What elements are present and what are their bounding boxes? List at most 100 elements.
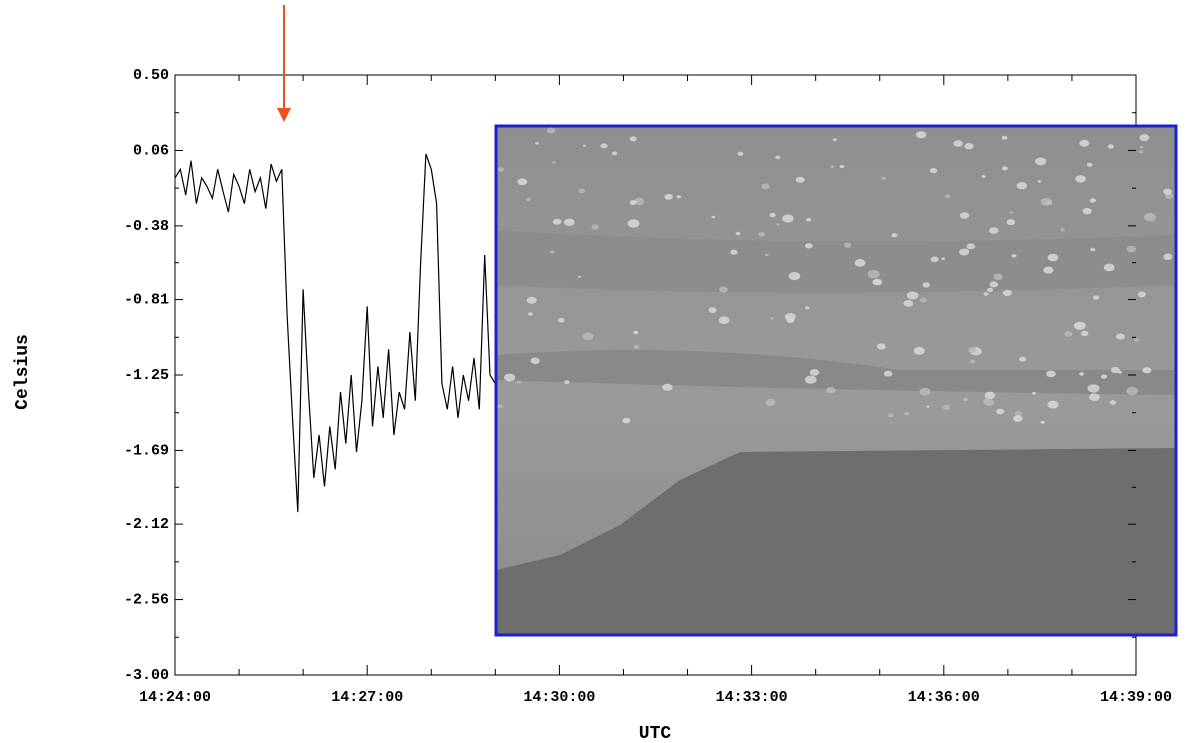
- pebble: [984, 391, 996, 400]
- pebble: [770, 317, 774, 320]
- pebble: [1088, 393, 1100, 402]
- pebble: [1082, 208, 1092, 215]
- pebble: [903, 300, 914, 307]
- pebble: [788, 272, 801, 281]
- pebble: [578, 275, 581, 278]
- pebble: [826, 386, 836, 394]
- pebble: [805, 243, 813, 249]
- pebble: [832, 138, 837, 142]
- x-tick-label: 14:33:00: [716, 689, 788, 706]
- x-tick-label: 14:30:00: [523, 689, 595, 706]
- pebble: [1163, 253, 1173, 260]
- pebble: [1047, 400, 1059, 409]
- pebble: [517, 178, 528, 186]
- pebble: [1081, 330, 1089, 337]
- arrow-head: [277, 108, 291, 122]
- pebble: [784, 313, 796, 321]
- pebble: [1090, 247, 1096, 252]
- y-tick-label: -1.25: [124, 367, 169, 384]
- pebble: [1163, 188, 1172, 195]
- pebble: [526, 296, 537, 304]
- pebble: [963, 397, 968, 401]
- pebble: [1086, 162, 1093, 167]
- x-tick-label: 14:27:00: [331, 689, 403, 706]
- pebble: [872, 278, 883, 286]
- y-tick-label: -1.69: [124, 442, 169, 459]
- pebble: [945, 194, 951, 199]
- pebble: [611, 151, 618, 156]
- pebble: [1047, 253, 1059, 262]
- x-tick-label: 14:36:00: [908, 689, 980, 706]
- pebble: [504, 373, 516, 382]
- pebble: [867, 270, 880, 279]
- pebble: [1126, 386, 1138, 395]
- pebble: [1109, 400, 1117, 405]
- pebble: [676, 195, 682, 199]
- pebble: [629, 200, 637, 206]
- pebble: [887, 413, 894, 418]
- pebble: [1011, 254, 1017, 258]
- pebble: [633, 330, 639, 335]
- pebble: [929, 168, 938, 174]
- pebble: [1019, 356, 1026, 362]
- pebble: [591, 224, 599, 230]
- pebble: [634, 197, 645, 205]
- pebble: [1040, 197, 1052, 206]
- pebble: [563, 218, 575, 226]
- pebble: [1139, 134, 1150, 142]
- pebble: [1079, 139, 1090, 147]
- pebble: [830, 165, 835, 168]
- photo-shadow: [496, 448, 1176, 635]
- pebble: [711, 215, 716, 219]
- pebble: [1037, 180, 1042, 183]
- pebble: [953, 140, 963, 147]
- pebble: [782, 214, 794, 223]
- pebble: [1073, 321, 1086, 330]
- pebble: [758, 231, 765, 237]
- y-tick-label: 0.50: [133, 67, 169, 84]
- pebble: [806, 217, 812, 222]
- pebble: [981, 175, 986, 178]
- pebble: [1107, 144, 1114, 149]
- pebble: [1006, 219, 1016, 226]
- y-axis-label: Celsius: [13, 334, 33, 410]
- pebble: [761, 183, 770, 190]
- pebble: [1089, 198, 1097, 203]
- pebble: [552, 161, 556, 164]
- pebble: [1016, 182, 1027, 190]
- pebble: [769, 212, 776, 218]
- pebble: [919, 297, 927, 303]
- pebble: [1002, 289, 1013, 297]
- pebble: [904, 412, 909, 416]
- pebbles: [497, 127, 1174, 424]
- pebble: [1138, 150, 1144, 154]
- pebble: [1101, 374, 1107, 379]
- pebble: [1013, 415, 1023, 422]
- pebble: [969, 359, 976, 364]
- pebble: [906, 291, 919, 300]
- pebble: [1126, 245, 1137, 253]
- pebble: [915, 131, 927, 139]
- pebble: [530, 357, 540, 365]
- marks: [174, 153, 496, 513]
- pebble: [708, 307, 717, 313]
- pebble: [517, 380, 521, 384]
- pebble: [1040, 420, 1045, 424]
- pebble: [1014, 411, 1023, 417]
- pebble: [942, 404, 951, 410]
- pebble: [1103, 263, 1115, 272]
- pebble: [926, 405, 930, 408]
- pebble: [1134, 338, 1139, 342]
- pebble: [730, 249, 738, 255]
- pebble: [497, 167, 505, 172]
- pebble: [1035, 157, 1047, 166]
- pebble: [1075, 175, 1086, 183]
- pebble: [550, 250, 555, 254]
- pebble: [996, 408, 1005, 415]
- photo-band: [496, 230, 1176, 293]
- pebble: [564, 380, 570, 384]
- pebble: [552, 218, 562, 225]
- pebble: [600, 143, 608, 149]
- pebble: [629, 136, 637, 142]
